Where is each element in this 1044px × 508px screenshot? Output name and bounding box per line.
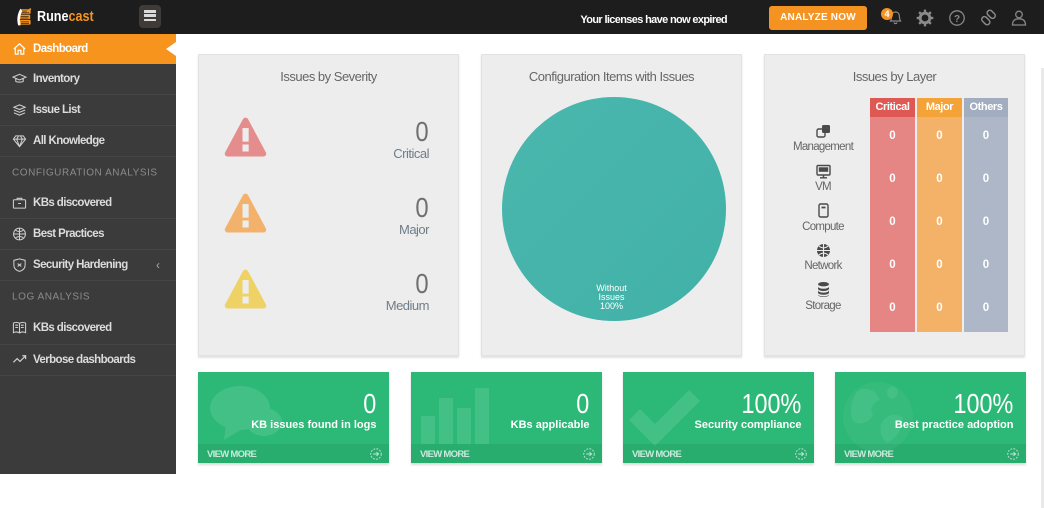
svg-text:?: ?: [954, 14, 960, 25]
